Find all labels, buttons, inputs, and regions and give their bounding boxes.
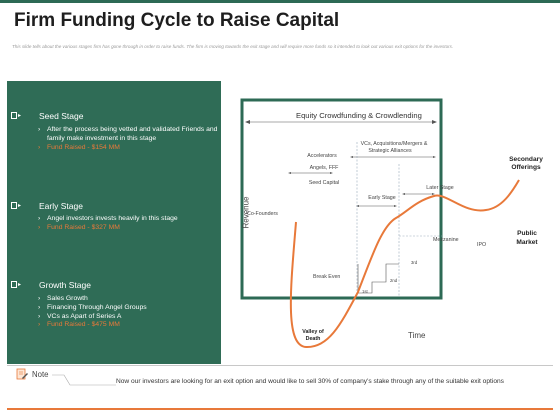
valley-label-2: Death — [305, 336, 321, 342]
stage-point: Financing Through Angel Groups — [38, 304, 218, 313]
third-round-label: 3rd — [411, 260, 418, 265]
vcs-label-2: Strategic Alliances — [368, 148, 412, 154]
public-market-label-2: Market — [516, 239, 538, 246]
bottom-accent-bar — [7, 408, 553, 410]
vcs-label: VCs, Acquisitions/Mergers & — [360, 141, 428, 147]
note-label: Note — [32, 370, 49, 379]
co-founders-label: Co-Founders — [247, 211, 278, 217]
mezzanine-label: Mezzanine — [433, 237, 459, 243]
diagram-header: Equity Crowdfunding & Crowdlending — [296, 111, 422, 120]
early-stage-label: Early Stage — [368, 195, 396, 201]
accelerators-label: Accelerators — [307, 153, 337, 159]
arrow-bullet-icon: ▸ — [11, 112, 25, 120]
secondary-offerings-label-2: Offerings — [511, 164, 541, 171]
note-pencil-icon — [16, 368, 28, 380]
stage-name: Early Stage — [39, 201, 83, 211]
stage-point: Angel investors invests heavily in this … — [38, 215, 218, 224]
stage-name: Seed Stage — [39, 111, 84, 121]
diagram-graphics — [240, 98, 520, 349]
arrow-right-icon — [432, 120, 437, 124]
note-connector — [52, 374, 116, 386]
x-axis-label: Time — [408, 331, 426, 340]
stage-point: After the process being vetted and valid… — [38, 126, 218, 144]
second-round-label: 2nd — [390, 278, 398, 283]
secondary-offerings-label-1: Secondary — [509, 156, 543, 163]
arrow-left-icon — [245, 120, 250, 124]
first-round-label: 1st — [362, 289, 368, 294]
break-even-label: Break Even — [313, 274, 341, 280]
top-accent-bar — [0, 0, 560, 3]
fund-raised: Fund Raised - $327 MM — [38, 224, 218, 233]
page-subtitle: This slide tells about the various stage… — [12, 44, 454, 49]
fund-raised: Fund Raised - $475 MM — [38, 321, 218, 330]
arrow-bullet-icon: ▸ — [11, 202, 25, 210]
stage-point: Sales Growth — [38, 295, 218, 304]
diagram-frame — [240, 98, 443, 300]
ipo-label: IPO — [477, 242, 487, 248]
angels-label: Angels, FFF — [309, 165, 339, 171]
fund-raised: Fund Raised - $154 MM — [38, 144, 218, 153]
funding-curve — [289, 179, 520, 349]
stage-point: VCs as Apart of Series A — [38, 313, 218, 322]
note-separator — [7, 365, 553, 366]
valley-label-1: Valley of — [302, 329, 324, 335]
stages-panel: ▸ Seed Stage After the process being vet… — [7, 81, 221, 364]
note-text: Now our investors are looking for an exi… — [116, 378, 504, 385]
public-market-label-1: Public — [517, 230, 537, 237]
page-title: Firm Funding Cycle to Raise Capital — [14, 10, 340, 31]
later-stage-label: Later Stage — [426, 185, 454, 191]
arrow-bullet-icon: ▸ — [11, 281, 25, 289]
stage-name: Growth Stage — [39, 280, 91, 290]
seed-capital-label: Seed Capital — [308, 180, 340, 186]
funding-cycle-diagram: Equity Crowdfunding & Crowdlending Reven… — [236, 96, 560, 356]
